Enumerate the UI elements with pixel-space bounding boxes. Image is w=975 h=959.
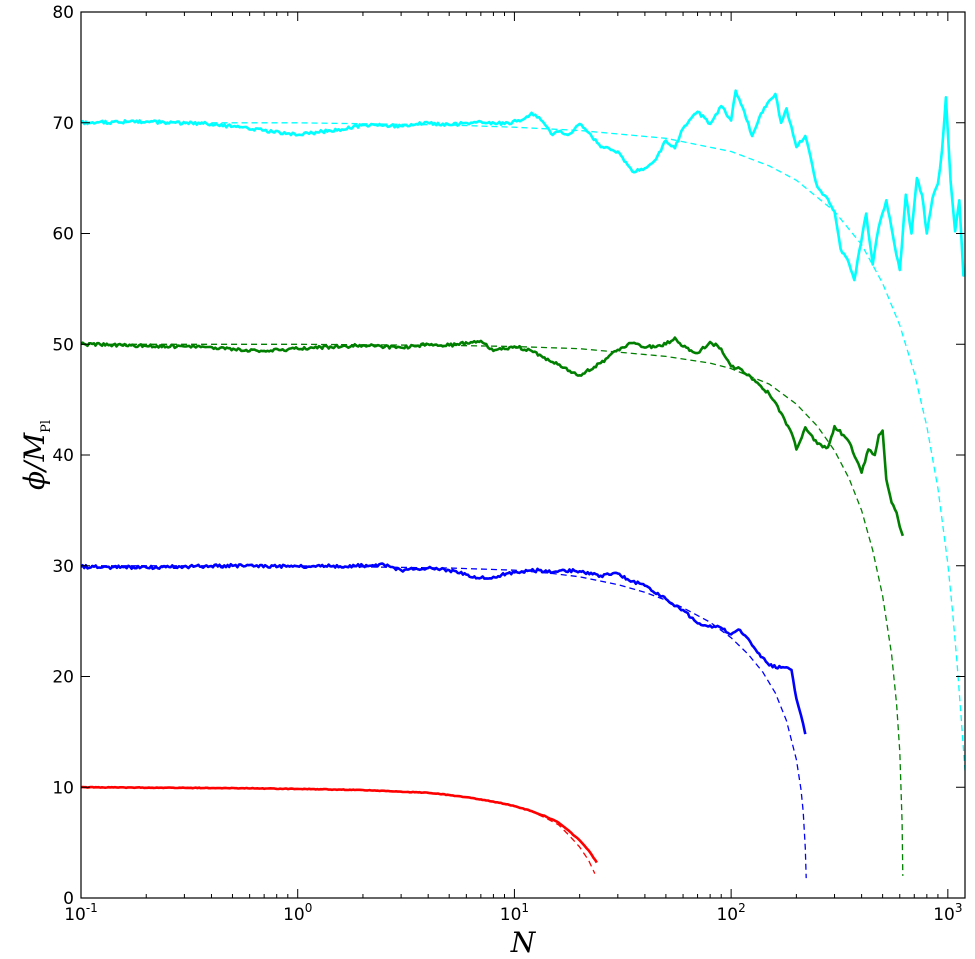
y-tick-label: 60 (52, 225, 74, 245)
series-line-0-solid (81, 785, 598, 864)
series-line-1-dashed (81, 786, 596, 874)
y-axis-label-sub: Pl (39, 420, 54, 433)
y-axis-label-main: ϕ/M (18, 432, 51, 491)
plot-frame (80, 11, 966, 899)
series-line-6-solid (81, 89, 965, 282)
ticks-layer: 0 10 20 30 40 50 60 70 80 10-1 100 101 102 103 (52, 3, 965, 925)
y-tick-label: 30 (52, 557, 74, 577)
y-axis-label: ϕ/MPl (18, 420, 54, 490)
axis-labels: N ϕ/MPl (18, 420, 537, 959)
series-line-2-solid (81, 562, 807, 735)
y-tick-label: 10 (52, 778, 74, 798)
x-tick-label: 102 (716, 901, 745, 925)
y-tick-label: 20 (52, 668, 74, 688)
y-tick-label: 40 (52, 446, 74, 466)
x-tick-label: 103 (933, 901, 962, 925)
y-tick-label: 0 (63, 889, 74, 909)
series-layer (81, 89, 965, 879)
series-line-4-solid (81, 336, 905, 537)
x-tick-label: 101 (500, 901, 529, 925)
y-tick-label: 70 (52, 114, 74, 134)
x-tick-label: 100 (283, 901, 312, 925)
y-axis-label-group: ϕ/MPl (18, 420, 54, 490)
y-tick-label: 80 (52, 3, 74, 23)
x-axis-label: N (510, 926, 537, 959)
series-line-7-dashed (211, 122, 965, 771)
series-line-3-dashed (81, 565, 807, 879)
x-tick-label: 10-1 (64, 901, 98, 925)
y-tick-label: 50 (52, 335, 74, 355)
series-line-5-dashed (81, 343, 904, 876)
